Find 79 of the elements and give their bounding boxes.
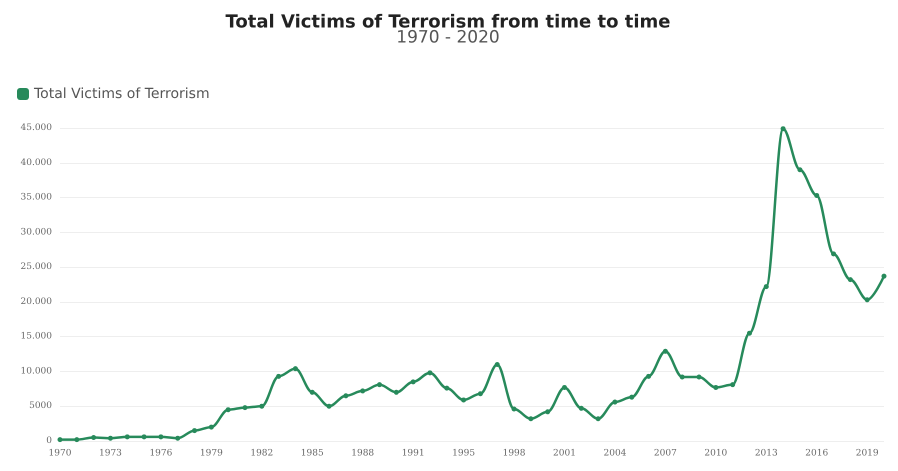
point (848, 277, 853, 282)
y-tick-label: 35.000 (20, 192, 52, 203)
x-tick-label: 2010 (704, 448, 728, 458)
x-tick-label: 1982 (250, 448, 274, 458)
point (444, 386, 450, 391)
x-tick-label: 1973 (98, 448, 122, 458)
point (882, 274, 886, 279)
point (360, 388, 366, 394)
point (814, 192, 820, 198)
y-tick-label: 5000 (29, 401, 52, 412)
point (797, 167, 802, 172)
point (108, 436, 113, 441)
point (310, 390, 315, 395)
point (158, 434, 164, 440)
x-tick-label: 1976 (149, 448, 173, 458)
point (494, 362, 500, 367)
point (276, 374, 282, 379)
x-tick-label: 2019 (856, 448, 879, 458)
point (124, 434, 130, 440)
point (242, 405, 248, 410)
point (713, 384, 718, 390)
x-tick-label: 2007 (654, 448, 678, 458)
point (780, 126, 786, 132)
x-tick-label: 2001 (553, 448, 576, 458)
point (208, 424, 214, 430)
point (461, 397, 466, 402)
x-tick-label: 1995 (452, 448, 476, 458)
point (91, 435, 96, 440)
point (562, 384, 567, 390)
point (377, 382, 382, 388)
x-tick-label: 2013 (754, 448, 778, 458)
legend-label: Total Victims of Terrorism (33, 86, 210, 102)
point (326, 404, 332, 409)
x-tick-label: 2016 (805, 448, 828, 458)
y-tick-label: 0 (46, 436, 52, 446)
point (680, 374, 685, 380)
point (696, 374, 702, 380)
x-tick-label: 1998 (502, 448, 526, 458)
x-tick-label: 1985 (300, 448, 324, 458)
point (864, 297, 870, 302)
x-tick-label: 1988 (351, 448, 374, 458)
y-tick-label: 45.000 (20, 123, 52, 133)
point (545, 409, 550, 414)
point (764, 284, 769, 290)
point (528, 416, 534, 422)
point (142, 434, 147, 440)
point (343, 393, 348, 398)
chart-subtitle: 1970 - 2020 (396, 28, 500, 48)
point (410, 379, 416, 384)
x-tick-label: 1991 (402, 448, 425, 458)
point (831, 251, 836, 256)
point (730, 382, 736, 388)
x-tick-label: 2004 (603, 448, 627, 458)
y-tick-label: 25.000 (20, 262, 52, 272)
y-tick-label: 40.000 (20, 158, 52, 168)
point (629, 394, 634, 400)
point (512, 406, 517, 412)
point (292, 366, 298, 372)
point (427, 370, 432, 376)
y-tick-label: 15.000 (20, 332, 52, 342)
point (259, 404, 264, 409)
point (662, 348, 668, 354)
point (394, 390, 399, 395)
point (646, 374, 652, 379)
point (478, 391, 483, 396)
point (175, 436, 180, 441)
point (192, 428, 198, 434)
point (596, 416, 601, 422)
point (58, 437, 62, 442)
point (74, 437, 80, 442)
point (578, 406, 584, 411)
y-tick-label: 10.000 (20, 366, 52, 376)
x-tick-label: 1970 (48, 448, 72, 458)
y-tick-label: 30.000 (20, 227, 52, 238)
x-tick-label: 1979 (200, 448, 224, 458)
point (612, 400, 618, 405)
point (746, 330, 752, 336)
point (226, 407, 231, 412)
y-tick-label: 20.000 (20, 296, 52, 307)
